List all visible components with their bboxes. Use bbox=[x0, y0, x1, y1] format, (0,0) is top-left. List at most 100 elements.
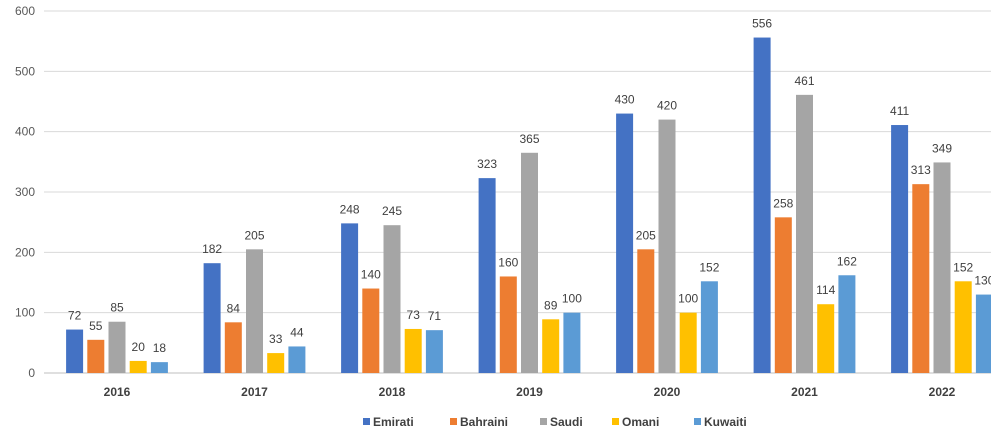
x-axis: 2016 2017 2018 2019 2020 2021 2022 bbox=[104, 385, 956, 399]
bar-saudi-2021 bbox=[796, 94, 813, 373]
y-tick-label: 400 bbox=[15, 125, 35, 139]
data-label: 152 bbox=[699, 260, 719, 274]
y-tick-label: 600 bbox=[15, 4, 35, 18]
data-label: 130 bbox=[974, 274, 991, 288]
data-label: 162 bbox=[837, 254, 857, 268]
data-label: 71 bbox=[428, 309, 442, 323]
y-tick-label: 300 bbox=[15, 185, 35, 199]
bar-bahraini-2022 bbox=[912, 184, 930, 373]
legend-swatch bbox=[612, 418, 619, 425]
bar-kuwaiti-2016 bbox=[150, 362, 168, 373]
gridlines bbox=[44, 10, 991, 374]
x-tick-label: 2020 bbox=[654, 385, 681, 399]
x-tick-label: 2022 bbox=[929, 385, 956, 399]
data-label: 313 bbox=[911, 163, 931, 177]
legend-swatch bbox=[540, 418, 547, 425]
legend-swatch bbox=[694, 418, 701, 425]
data-label: 84 bbox=[227, 301, 241, 315]
bar-emirati-2018 bbox=[341, 223, 359, 373]
data-label: 72 bbox=[68, 309, 82, 323]
bar-bahraini-2016 bbox=[87, 339, 105, 373]
bar-kuwaiti-2022 bbox=[975, 294, 991, 373]
bar-omani-2021 bbox=[817, 304, 835, 373]
bar-kuwaiti-2019 bbox=[563, 312, 581, 373]
data-label: 420 bbox=[657, 99, 677, 113]
bar-emirati-2017 bbox=[203, 263, 221, 373]
data-label: 20 bbox=[132, 340, 146, 354]
legend-label: Kuwaiti bbox=[704, 415, 747, 429]
bar-saudi-2022 bbox=[933, 162, 951, 373]
bar-emirati-2021 bbox=[753, 37, 771, 374]
data-label: 430 bbox=[615, 93, 635, 107]
legend-label: Omani bbox=[622, 415, 659, 429]
x-tick-label: 2016 bbox=[104, 385, 131, 399]
bar-saudi-2018 bbox=[383, 225, 401, 373]
legend-label: Emirati bbox=[373, 415, 414, 429]
bar-bahraini-2019 bbox=[499, 276, 517, 373]
bar-kuwaiti-2021 bbox=[838, 275, 856, 373]
data-label: 205 bbox=[636, 228, 656, 242]
bar-emirati-2022 bbox=[891, 125, 909, 373]
data-label: 258 bbox=[773, 196, 793, 210]
legend-item-emirati: Emirati bbox=[363, 415, 414, 429]
bar-saudi-2019 bbox=[521, 152, 538, 373]
bar-omani-2017 bbox=[267, 353, 285, 373]
bar-saudi-2016 bbox=[108, 321, 126, 373]
bar-bahraini-2020 bbox=[637, 249, 655, 373]
bar-emirati-2020 bbox=[616, 113, 634, 374]
legend-swatch bbox=[363, 418, 370, 425]
y-tick-label: 100 bbox=[15, 306, 35, 320]
data-label: 556 bbox=[752, 17, 772, 31]
bar-omani-2018 bbox=[404, 328, 422, 373]
data-label: 100 bbox=[562, 292, 582, 306]
bar-kuwaiti-2018 bbox=[425, 330, 443, 373]
bar-saudi-2017 bbox=[246, 249, 263, 373]
data-label: 248 bbox=[340, 202, 360, 216]
data-label: 18 bbox=[153, 341, 167, 355]
bar-kuwaiti-2020 bbox=[700, 281, 718, 373]
legend-item-omani: Omani bbox=[612, 415, 659, 429]
bar-bahraini-2017 bbox=[224, 322, 242, 373]
data-label: 89 bbox=[544, 298, 558, 312]
bar-emirati-2016 bbox=[66, 329, 84, 373]
data-label: 33 bbox=[269, 332, 283, 346]
data-label: 365 bbox=[519, 132, 539, 146]
data-label: 160 bbox=[498, 255, 518, 269]
data-labels: 72 55 85 20 18 182 84 205 33 44 248 140 245 73 71 323 16… bbox=[68, 17, 991, 356]
bar-kuwaiti-2017 bbox=[288, 346, 306, 373]
bar-bahraini-2018 bbox=[362, 288, 380, 373]
data-label: 411 bbox=[890, 104, 909, 118]
y-tick-label: 500 bbox=[15, 64, 35, 78]
x-tick-label: 2019 bbox=[516, 385, 543, 399]
legend: Emirati Bahraini Saudi Omani Kuwaiti bbox=[363, 415, 747, 429]
bar-omani-2016 bbox=[129, 360, 147, 373]
bar-omani-2020 bbox=[679, 312, 697, 373]
legend-label: Saudi bbox=[550, 415, 583, 429]
data-label: 152 bbox=[953, 260, 973, 274]
y-axis: 0 100 200 300 400 500 600 bbox=[15, 4, 35, 380]
bar-saudi-2020 bbox=[658, 119, 676, 373]
data-label: 182 bbox=[202, 242, 222, 256]
data-label: 44 bbox=[290, 325, 304, 339]
data-label: 245 bbox=[382, 204, 402, 218]
bar-bahraini-2021 bbox=[774, 217, 792, 373]
legend-item-bahraini: Bahraini bbox=[450, 415, 508, 429]
x-tick-label: 2018 bbox=[379, 385, 406, 399]
legend-item-kuwaiti: Kuwaiti bbox=[694, 415, 747, 429]
x-tick-label: 2017 bbox=[241, 385, 268, 399]
x-tick-label: 2021 bbox=[791, 385, 818, 399]
legend-swatch bbox=[450, 418, 457, 425]
legend-item-saudi: Saudi bbox=[540, 415, 583, 429]
bars bbox=[66, 37, 991, 374]
data-label: 323 bbox=[477, 157, 497, 171]
data-label: 140 bbox=[361, 268, 381, 282]
y-tick-label: 200 bbox=[15, 245, 35, 259]
data-label: 73 bbox=[407, 308, 421, 322]
data-label: 100 bbox=[678, 292, 698, 306]
data-label: 85 bbox=[110, 301, 124, 315]
data-label: 114 bbox=[816, 283, 835, 297]
legend-label: Bahraini bbox=[460, 415, 508, 429]
data-label: 205 bbox=[244, 228, 264, 242]
y-tick-label: 0 bbox=[28, 366, 35, 380]
